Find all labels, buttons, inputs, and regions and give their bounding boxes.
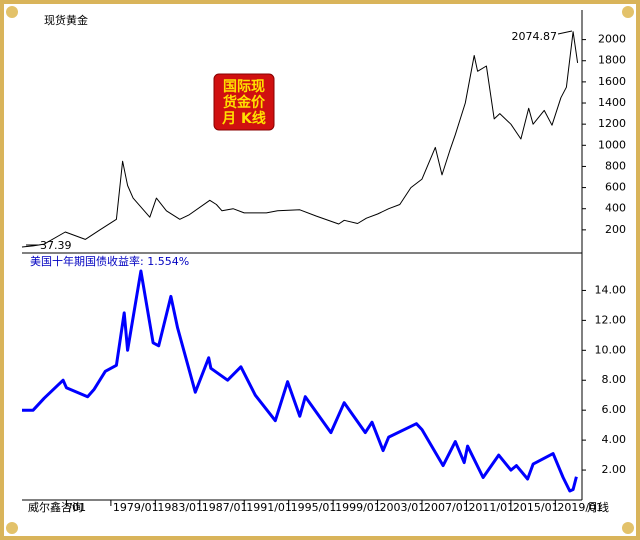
y-tick-label: 4.00 (602, 433, 627, 446)
y-tick-label: 1800 (598, 54, 626, 67)
y-tick-label: 14.00 (595, 283, 627, 296)
corner-ornament (6, 522, 18, 534)
corner-ornament (622, 522, 634, 534)
badge-line: 国际现 (223, 79, 265, 95)
x-tick-label: 1987/01 (202, 501, 248, 514)
corner-ornament (6, 6, 18, 18)
y-tick-label: 1000 (598, 138, 626, 151)
y-tick-label: 8.00 (602, 373, 627, 386)
annotation: 37.39 (40, 239, 72, 252)
x-tick-label: 2003/01 (380, 501, 426, 514)
source: 威尔鑫咨询 (28, 500, 83, 514)
x-tick-label: 2007/01 (424, 501, 470, 514)
y-tick-label: 1400 (598, 96, 626, 109)
y-tick-label: 600 (605, 181, 626, 194)
y-tick-label: 2000 (598, 33, 626, 46)
x-tick-label: 1995/01 (291, 501, 337, 514)
x-tick-label: 2019/01 (557, 501, 603, 514)
y-tick-label: 400 (605, 202, 626, 215)
series-line (22, 269, 578, 493)
chart-title: 现货黄金 (44, 13, 88, 27)
y-tick-label: 6.00 (602, 403, 627, 416)
y-tick-label: 1200 (598, 117, 626, 130)
badge-line: 货金价 (222, 94, 266, 111)
x-tick-label: /01 (68, 501, 86, 514)
y-tick-label: 800 (605, 159, 626, 172)
y-tick-label: 10.00 (595, 343, 627, 356)
badge-line: 月 K线 (221, 110, 266, 127)
x-tick-label: 2015/01 (513, 501, 559, 514)
annotation-arrow (557, 30, 573, 35)
badge (213, 73, 275, 131)
x-tick-label: 1983/01 (157, 501, 203, 514)
corner-ornament (622, 6, 634, 18)
y-tick-label: 1600 (598, 75, 626, 88)
x-tick-label: 2011/01 (468, 501, 514, 514)
x-tick-label: 1991/01 (246, 501, 292, 514)
x-axis-label: 月线 (587, 500, 609, 514)
annotation: 2074.87 (512, 30, 558, 43)
source-box (24, 501, 92, 515)
panel-title: 美国十年期国债收益率: 1.554% (30, 254, 189, 268)
y-tick-label: 200 (605, 223, 626, 236)
x-tick-label: 1979/01 (113, 501, 159, 514)
y-tick-label: 2.00 (602, 463, 627, 476)
y-tick-label: 12.00 (595, 313, 627, 326)
series-line (21, 31, 579, 248)
x-tick-label: 1999/01 (335, 501, 381, 514)
